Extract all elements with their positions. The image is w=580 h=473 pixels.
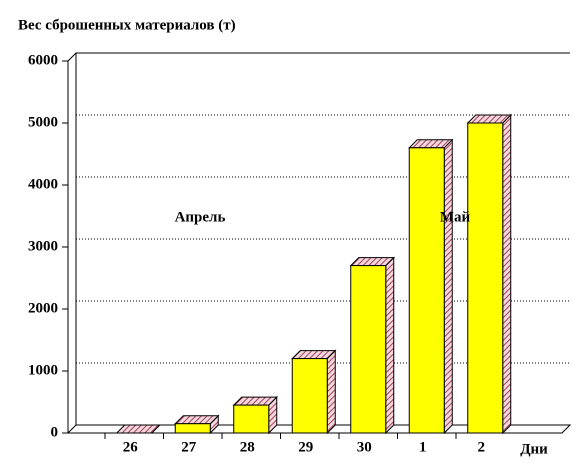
- bar-side: [385, 256, 395, 435]
- bar-front: [350, 265, 387, 434]
- y-tick-label: 5000: [28, 114, 58, 130]
- bar-top: [466, 114, 512, 124]
- x-tick-label: 29: [298, 439, 313, 455]
- bar-top: [408, 139, 454, 149]
- bar-side: [326, 349, 336, 435]
- bar-top: [174, 415, 220, 425]
- back-wall: [67, 52, 570, 62]
- bar-front: [233, 404, 270, 434]
- y-tick-label: 4000: [28, 176, 58, 192]
- y-tick-label: 6000: [28, 52, 58, 68]
- bar: [291, 349, 337, 435]
- bar-side: [443, 138, 453, 435]
- x-tick-label: 1: [419, 439, 427, 455]
- bar: [232, 395, 278, 435]
- bar-top: [349, 257, 395, 267]
- x-tick-label: 28: [240, 439, 255, 455]
- y-tick-label: 2000: [28, 300, 58, 316]
- bar-top: [232, 396, 278, 406]
- bar-top: [115, 424, 161, 434]
- x-tick-label: 2: [478, 439, 486, 455]
- y-tick-label: 1000: [28, 362, 58, 378]
- bar-side: [502, 113, 512, 435]
- bar-front: [174, 423, 211, 434]
- x-tick-label: 27: [181, 439, 197, 455]
- bar: [174, 414, 220, 435]
- bar: [466, 113, 512, 435]
- chart-title: Вес сброшенных материалов (т): [18, 17, 236, 33]
- y-tick-label: 3000: [28, 238, 58, 254]
- bar-front: [408, 147, 445, 434]
- bar: [408, 138, 454, 435]
- annotation: Май: [440, 209, 471, 225]
- x-axis-label: Дни: [520, 441, 548, 457]
- annotation: Апрель: [175, 209, 226, 225]
- bar-front: [291, 358, 328, 434]
- y-tick-label: 0: [51, 424, 59, 440]
- bar: [115, 424, 161, 434]
- x-tick-label: 26: [123, 439, 139, 455]
- bar-top: [291, 350, 337, 360]
- bar: [349, 256, 395, 435]
- bar-front: [467, 122, 504, 434]
- x-tick-label: 30: [357, 439, 372, 455]
